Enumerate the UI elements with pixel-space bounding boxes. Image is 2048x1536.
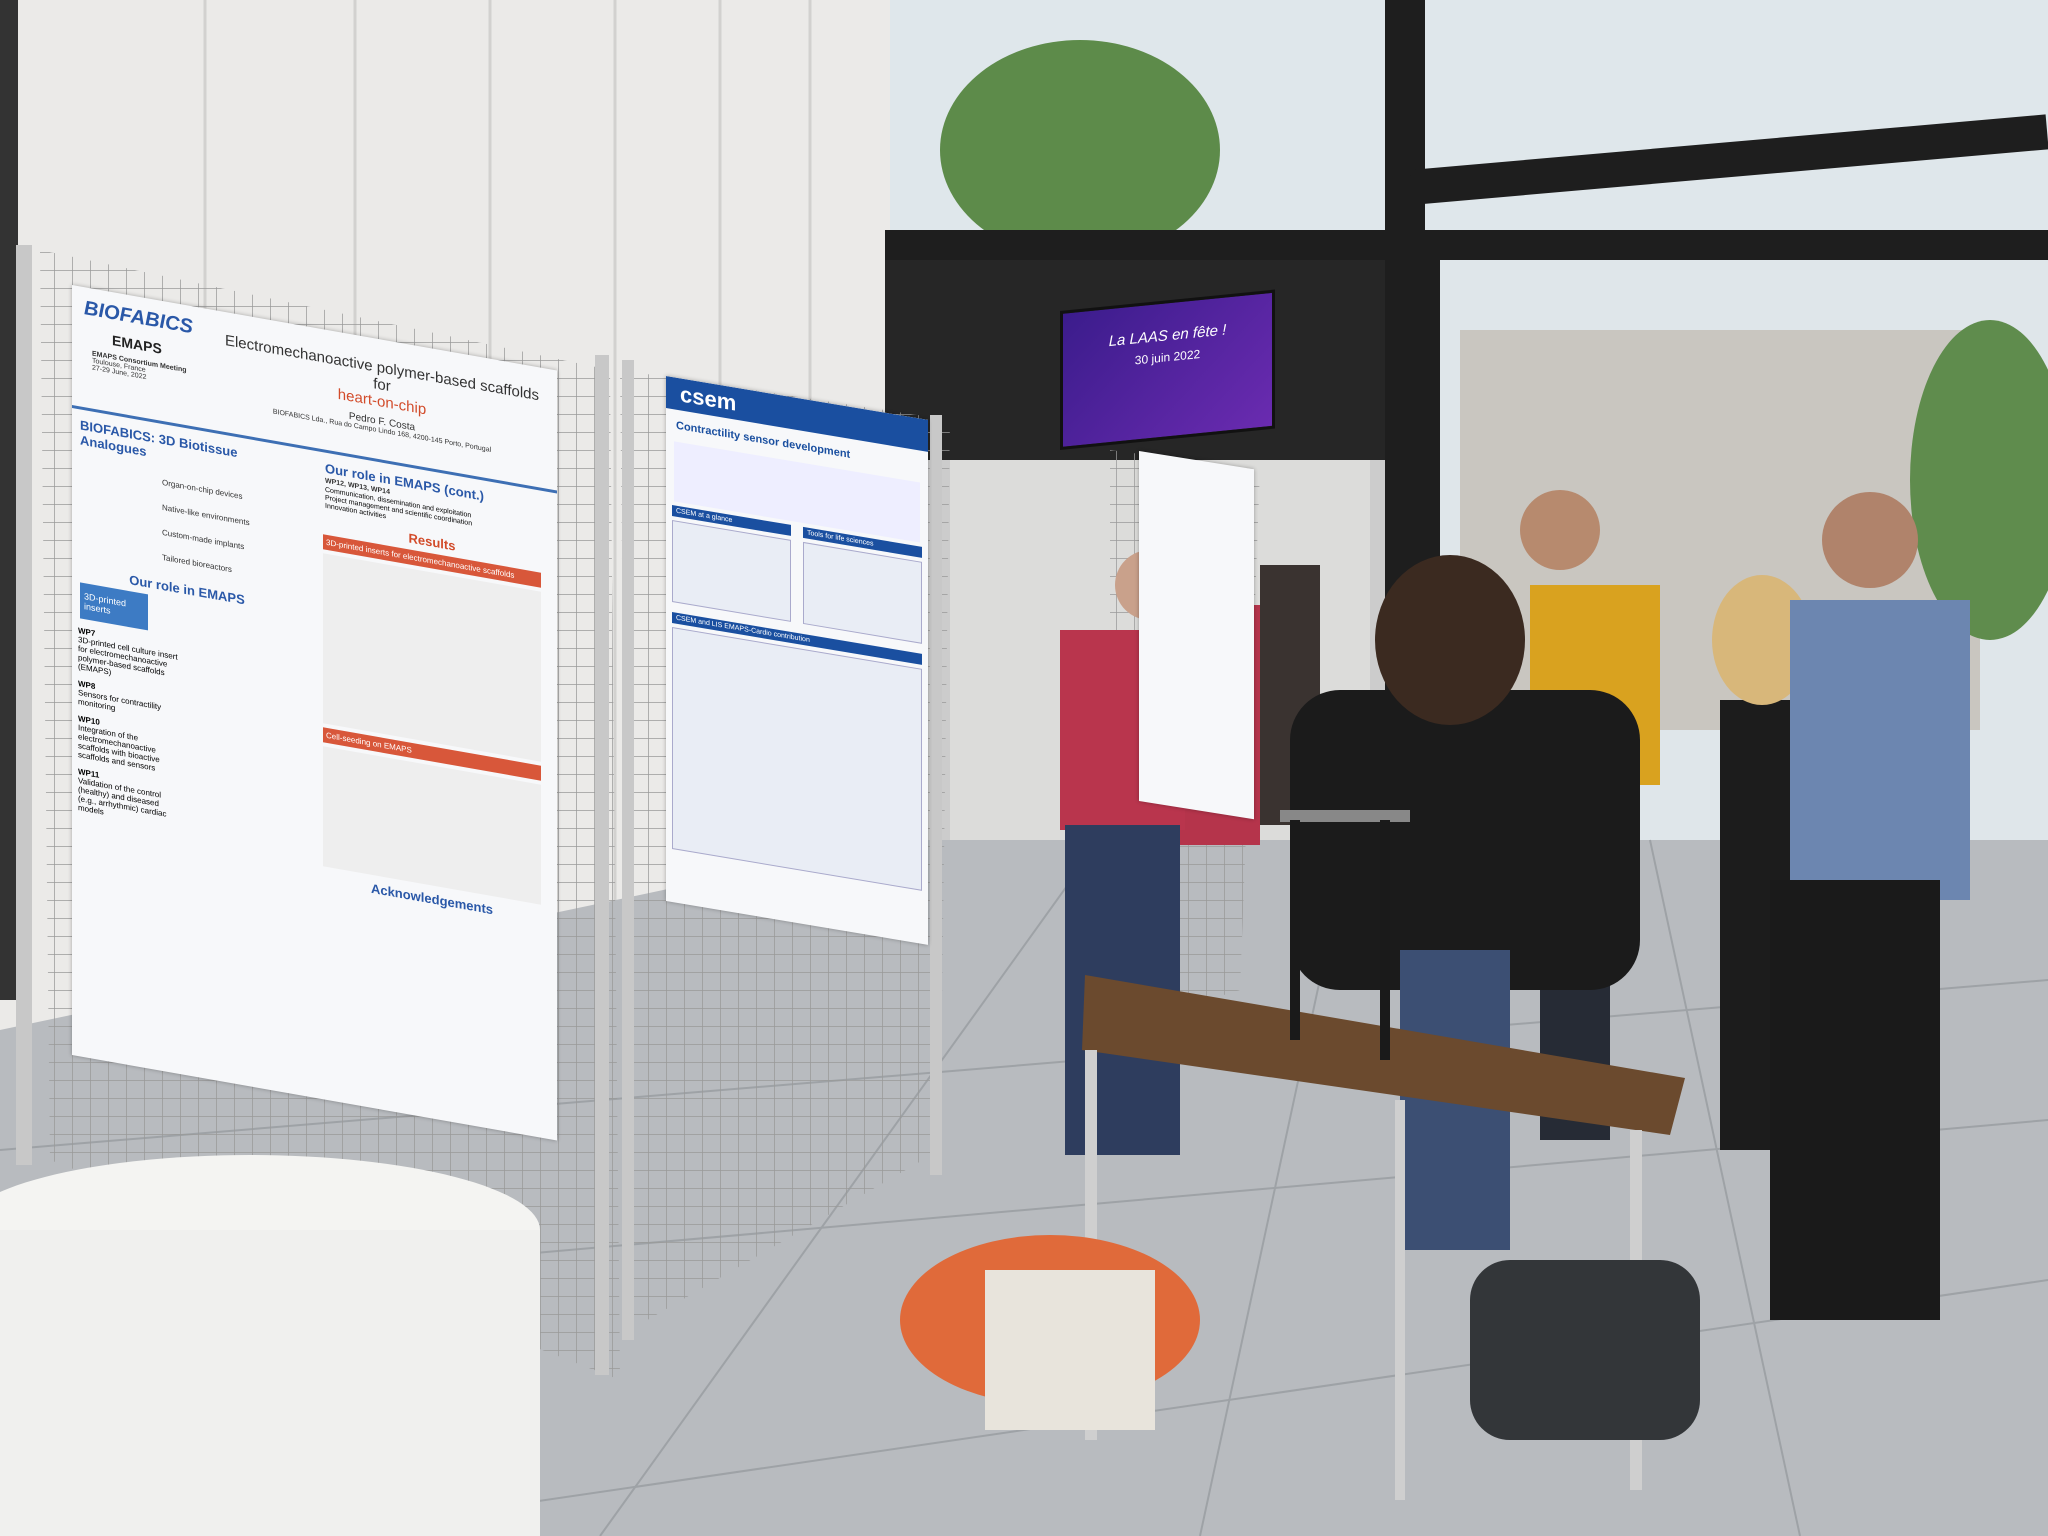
figure	[672, 520, 791, 622]
logo: EMAPS	[112, 332, 162, 357]
box-label: 3D-printed inserts	[80, 582, 148, 631]
device	[1280, 810, 1410, 822]
person-shirt	[1790, 600, 1970, 900]
work-package: WP11 Validation of the control (healthy) …	[78, 767, 178, 830]
person-hair	[1712, 575, 1812, 705]
results-figure	[323, 553, 541, 762]
device	[1380, 820, 1390, 1060]
work-package: WP10 Integration of the electromechanoact…	[78, 714, 178, 777]
column	[0, 0, 18, 1000]
poster-column: Our role in EMAPS (cont.) WP12, WP13, WP…	[317, 453, 547, 929]
tv-screen: La LAAS en fête ! 30 juin 2022	[1060, 289, 1275, 450]
person-head	[1520, 490, 1600, 570]
box: CSEM at a glance	[666, 500, 797, 623]
panel-frame	[16, 245, 942, 1375]
logo: BIOFABICS	[84, 297, 193, 339]
poster	[1139, 451, 1254, 820]
poster-column: BIOFABICS: 3D Biotissue Analogues Organ-…	[72, 410, 302, 860]
work-package: WP7 3D-printed cell culture insert for el…	[78, 626, 178, 689]
backpack	[1470, 1260, 1700, 1440]
round-table	[0, 1230, 540, 1536]
person-top	[1290, 690, 1640, 990]
poster: BIOFABICS EMAPS EMAPS Consortium Meeting…	[72, 285, 557, 1141]
work-packages: WP7 3D-printed cell culture insert for el…	[72, 625, 302, 852]
tree	[1910, 320, 2048, 640]
box: Tools for life sciences	[797, 522, 928, 645]
tree	[940, 40, 1220, 260]
person-head	[1822, 492, 1918, 588]
poster: csem Contractility sensor development CS…	[666, 376, 928, 945]
device	[1290, 820, 1300, 1040]
meeting-info: EMAPS Consortium Meeting Toulouse, Franc…	[92, 351, 212, 393]
figure	[803, 541, 922, 644]
figure	[672, 627, 922, 891]
person-hair	[1375, 555, 1525, 725]
person-trousers	[1770, 880, 1940, 1320]
tote-bag	[985, 1270, 1155, 1430]
